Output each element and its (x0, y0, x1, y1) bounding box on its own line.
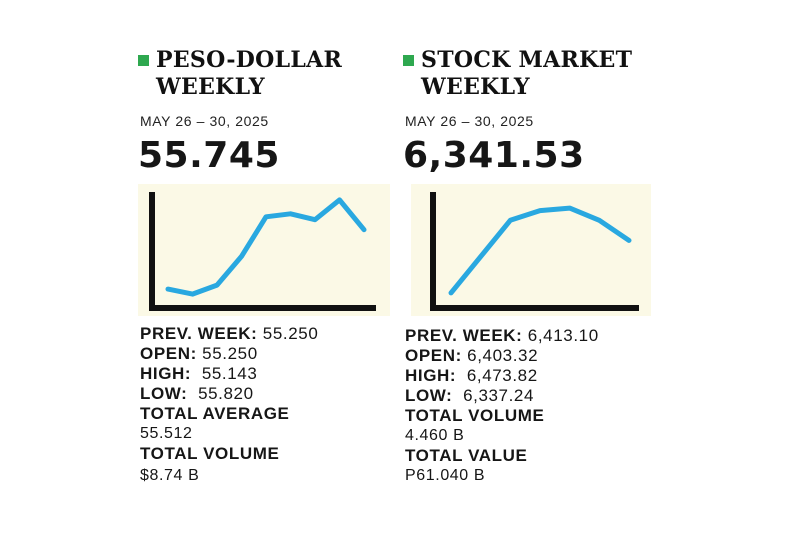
prev-week-row: PREV. WEEK: 6,413.10 (405, 326, 599, 346)
stock-market-date: MAY 26 – 30, 2025 (405, 113, 534, 129)
peso-dollar-date: MAY 26 – 30, 2025 (140, 113, 269, 129)
high-row: HIGH: 6,473.82 (405, 366, 599, 386)
peso-dollar-series-line (165, 197, 367, 297)
peso-dollar-title-text: PESO-DOLLAR WEEKLY (156, 47, 343, 100)
prev-week-value: 55.250 (257, 324, 319, 343)
chart-axes (149, 192, 376, 311)
total-average-label: TOTAL AVERAGE (140, 404, 290, 423)
chart-axes (430, 192, 639, 311)
total-volume-value: $8.74 B (140, 467, 200, 484)
total-average-label-row: TOTAL AVERAGE (140, 404, 318, 424)
low-label: LOW: (405, 386, 453, 405)
open-label: OPEN: (140, 344, 197, 363)
prev-week-label: PREV. WEEK: (405, 326, 523, 345)
high-value: 6,473.82 (456, 366, 538, 385)
total-volume-value: 4.460 B (405, 427, 465, 444)
stock-market-stats: PREV. WEEK: 6,413.10 OPEN: 6,403.32 HIGH… (405, 326, 599, 486)
total-value-label: TOTAL VALUE (405, 446, 528, 465)
chart-background (411, 184, 651, 316)
high-value: 55.143 (191, 364, 258, 383)
total-volume-label: TOTAL VOLUME (405, 406, 545, 425)
stock-market-line-chart (411, 184, 651, 316)
open-row: OPEN: 6,403.32 (405, 346, 599, 366)
total-volume-label-row: TOTAL VOLUME (405, 406, 599, 426)
total-value-value: P61.040 B (405, 467, 486, 484)
total-volume-label: TOTAL VOLUME (140, 444, 280, 463)
low-value: 6,337.24 (452, 386, 535, 405)
stock-market-title-text: STOCK MARKET WEEKLY (421, 47, 633, 100)
high-row: HIGH: 55.143 (140, 364, 318, 384)
chart-background (138, 184, 390, 316)
low-value: 55.820 (187, 384, 254, 403)
open-value: 6,403.32 (461, 346, 539, 365)
total-value-label-row: TOTAL VALUE (405, 446, 599, 466)
low-row: LOW: 6,337.24 (405, 386, 599, 406)
prev-week-value: 6,413.10 (522, 326, 599, 345)
prev-week-row: PREV. WEEK: 55.250 (140, 324, 318, 344)
stock-market-value: 6,341.53 (403, 135, 585, 176)
open-value: 55.250 (196, 344, 258, 363)
stock-market-series-line (448, 205, 632, 296)
open-row: OPEN: 55.250 (140, 344, 318, 364)
high-label: HIGH: (140, 364, 192, 383)
peso-dollar-stats: PREV. WEEK: 55.250 OPEN: 55.250 HIGH: 55… (140, 324, 318, 486)
peso-dollar-value: 55.745 (138, 135, 280, 176)
green-square-icon (403, 55, 414, 66)
low-row: LOW: 55.820 (140, 384, 318, 404)
total-average-value: 55.512 (140, 425, 193, 442)
green-square-icon (138, 55, 149, 66)
peso-dollar-line-chart (138, 184, 390, 316)
low-label: LOW: (140, 384, 188, 403)
prev-week-label: PREV. WEEK: (140, 324, 258, 343)
open-label: OPEN: (405, 346, 462, 365)
high-label: HIGH: (405, 366, 457, 385)
total-volume-label-row: TOTAL VOLUME (140, 444, 318, 464)
